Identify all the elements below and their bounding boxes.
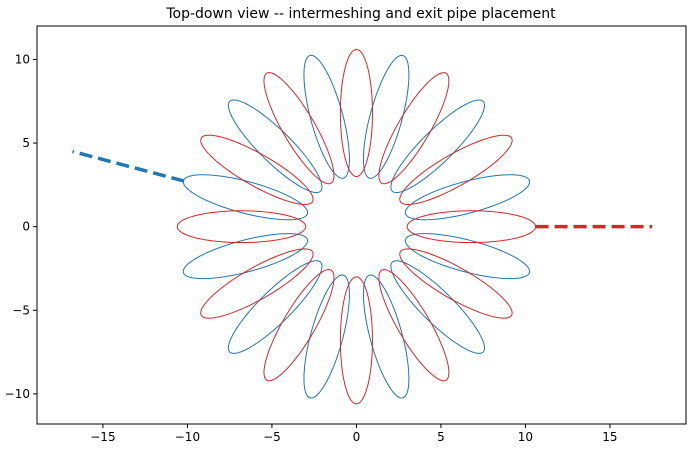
exit-pipe-1: [72, 149, 185, 183]
x-tick-label: −10: [175, 430, 200, 444]
plot-clip-group: [72, 48, 653, 405]
petal: [404, 233, 531, 280]
petal: [263, 269, 335, 382]
x-tick-label: −5: [263, 430, 281, 444]
y-tick-label: −10: [5, 387, 30, 401]
x-tick-label: 15: [602, 430, 617, 444]
petal: [339, 48, 373, 178]
petal: [390, 99, 485, 194]
petal: [399, 248, 513, 319]
petal: [362, 274, 410, 399]
petal: [390, 260, 485, 354]
petal: [176, 210, 307, 244]
petal: [303, 54, 350, 179]
axes-frame: [36, 25, 687, 425]
petal: [263, 72, 335, 185]
petal: [200, 248, 314, 319]
petal: [399, 134, 513, 205]
petal: [200, 134, 314, 205]
y-tick-label: −5: [12, 303, 30, 317]
petal: [406, 210, 537, 244]
petal: [227, 99, 323, 194]
y-tick-label: 5: [22, 136, 30, 150]
petal-series-1: [176, 48, 537, 405]
x-tick-label: 0: [353, 430, 361, 444]
y-tick-label: 0: [22, 220, 30, 234]
plot-area: [72, 48, 653, 405]
petal: [362, 54, 410, 179]
petal: [404, 174, 531, 221]
x-tick-label: 10: [518, 430, 533, 444]
petal: [339, 276, 373, 405]
y-tick-label: 10: [15, 52, 30, 66]
petal-series-0: [182, 54, 531, 399]
axes: −15 −10 −5 0 5 10 15 −10 −5 0 5 10: [5, 25, 687, 444]
petal: [378, 269, 450, 382]
x-tick-label: −15: [90, 430, 115, 444]
x-tick-label: 5: [437, 430, 445, 444]
chart-title: Top-down view -- intermeshing and exit p…: [165, 6, 556, 22]
petal: [182, 174, 309, 221]
petal: [303, 274, 350, 399]
petal: [378, 72, 450, 185]
petal: [227, 260, 323, 354]
petal: [182, 233, 309, 280]
